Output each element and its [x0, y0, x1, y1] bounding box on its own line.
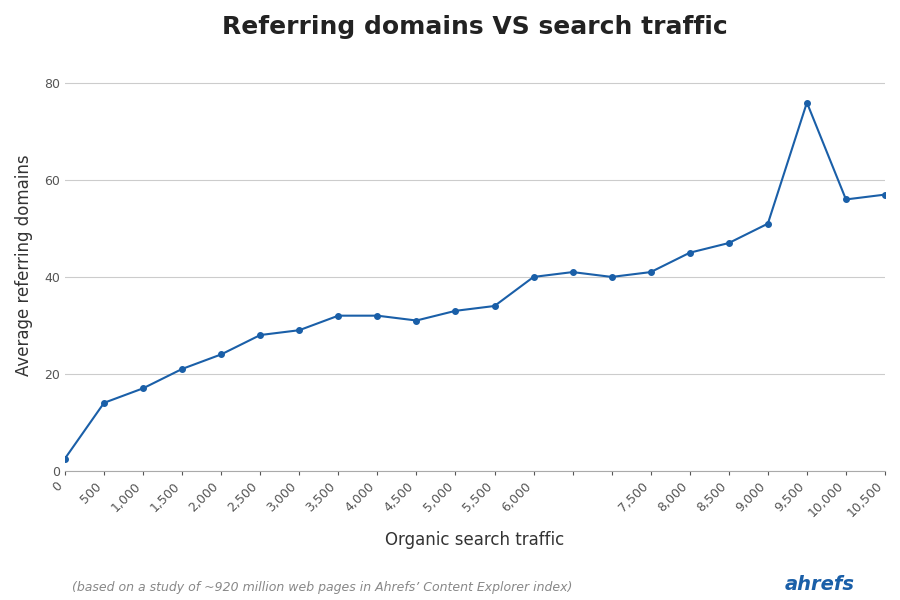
- X-axis label: Organic search traffic: Organic search traffic: [385, 531, 564, 549]
- Title: Referring domains VS search traffic: Referring domains VS search traffic: [222, 15, 728, 39]
- Text: ahrefs: ahrefs: [785, 575, 855, 594]
- Text: (based on a study of ~920 million web pages in Ahrefs’ Content Explorer index): (based on a study of ~920 million web pa…: [72, 581, 572, 594]
- Y-axis label: Average referring domains: Average referring domains: [15, 154, 33, 376]
